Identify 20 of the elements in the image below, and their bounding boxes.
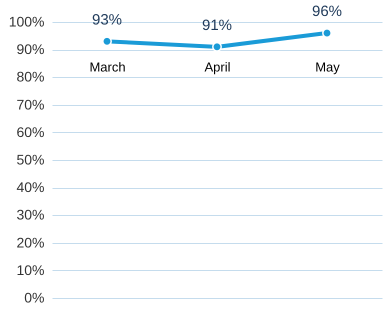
y-tick-label: 40%	[16, 179, 44, 196]
y-tick-label: 60%	[16, 124, 44, 140]
y-tick-label: 100%	[8, 14, 44, 30]
y-tick-label: 50%	[16, 152, 44, 168]
point	[212, 42, 222, 52]
text: 96%	[312, 3, 342, 20]
text: 93%	[92, 11, 122, 28]
text: 91%	[202, 16, 232, 34]
point	[322, 28, 332, 38]
y-tick-label: 70%	[16, 96, 44, 112]
y-tick-label: 80%	[16, 68, 44, 85]
y-tick-label: 90%	[16, 41, 44, 58]
point	[102, 36, 112, 46]
y-tick-label: 0%	[24, 290, 44, 306]
y-tick-label: 20%	[16, 234, 44, 250]
x-tick-label: April	[204, 60, 231, 74]
y-tick-label: 10%	[16, 262, 44, 278]
y-tick-label: 30%	[16, 206, 44, 223]
x-tick-label: May	[315, 60, 340, 74]
x-tick-label: March	[89, 60, 126, 74]
